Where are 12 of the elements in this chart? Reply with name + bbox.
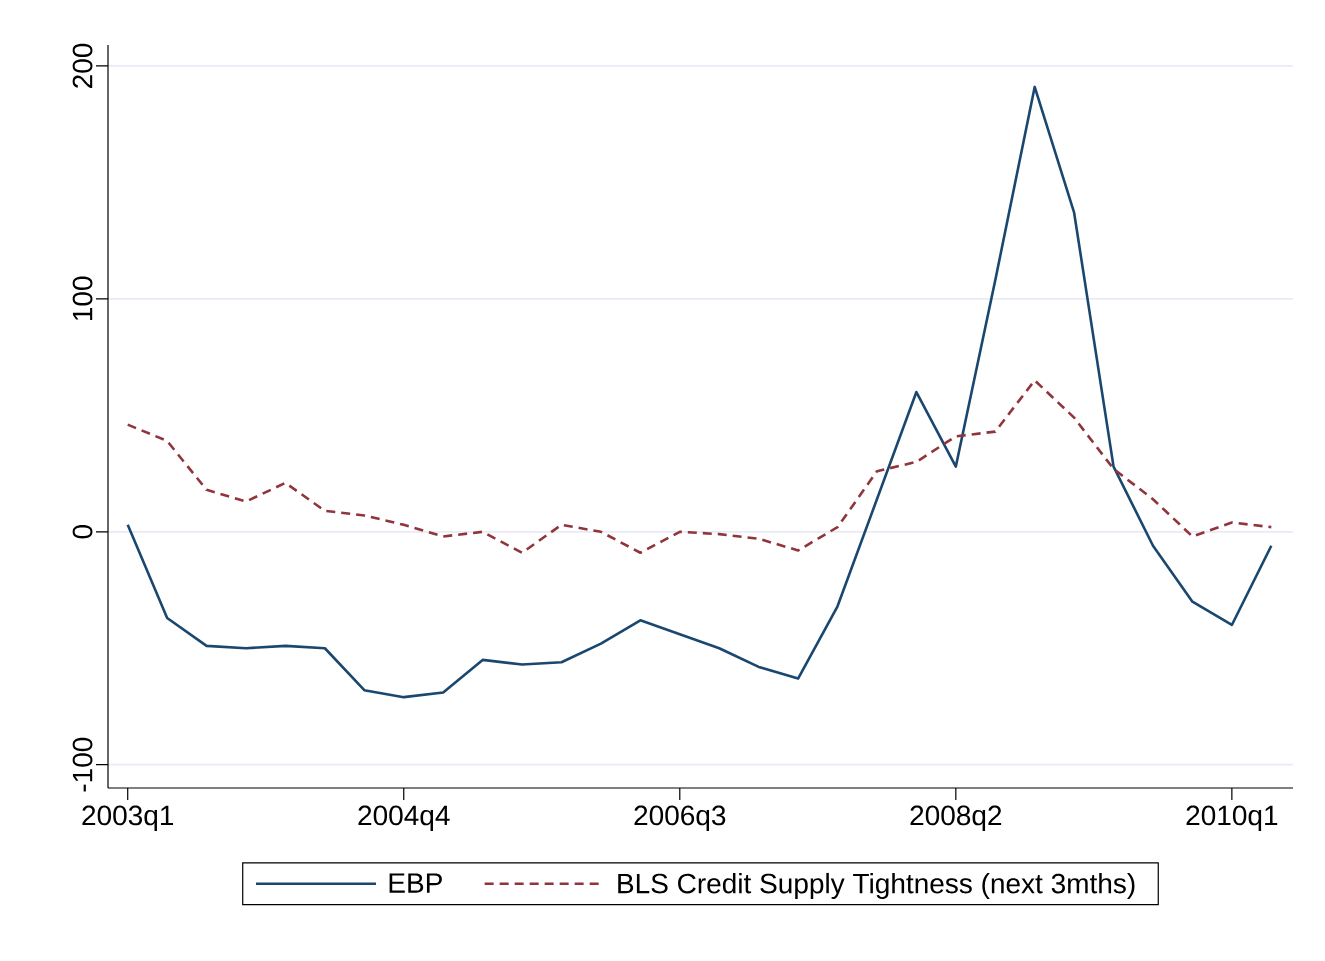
y-tick-label: 200 bbox=[72, 43, 93, 88]
x-tick-label: 2008q2 bbox=[910, 805, 1002, 831]
x-tick-label: 2006q3 bbox=[634, 805, 726, 831]
y-tick-label: 0 bbox=[72, 525, 93, 539]
x-tick-label: 2010q1 bbox=[1186, 805, 1278, 831]
x-tick-label: 2004q4 bbox=[358, 805, 450, 831]
legend-label: BLS Credit Supply Tightness (next 3mths) bbox=[618, 872, 1135, 899]
line-series bbox=[126, 379, 1273, 555]
x-tick-label: 2003q1 bbox=[82, 805, 174, 831]
legend-label: EBP bbox=[389, 873, 442, 893]
y-tick-label: -100 bbox=[72, 737, 93, 792]
y-tick-label: 100 bbox=[72, 276, 93, 321]
